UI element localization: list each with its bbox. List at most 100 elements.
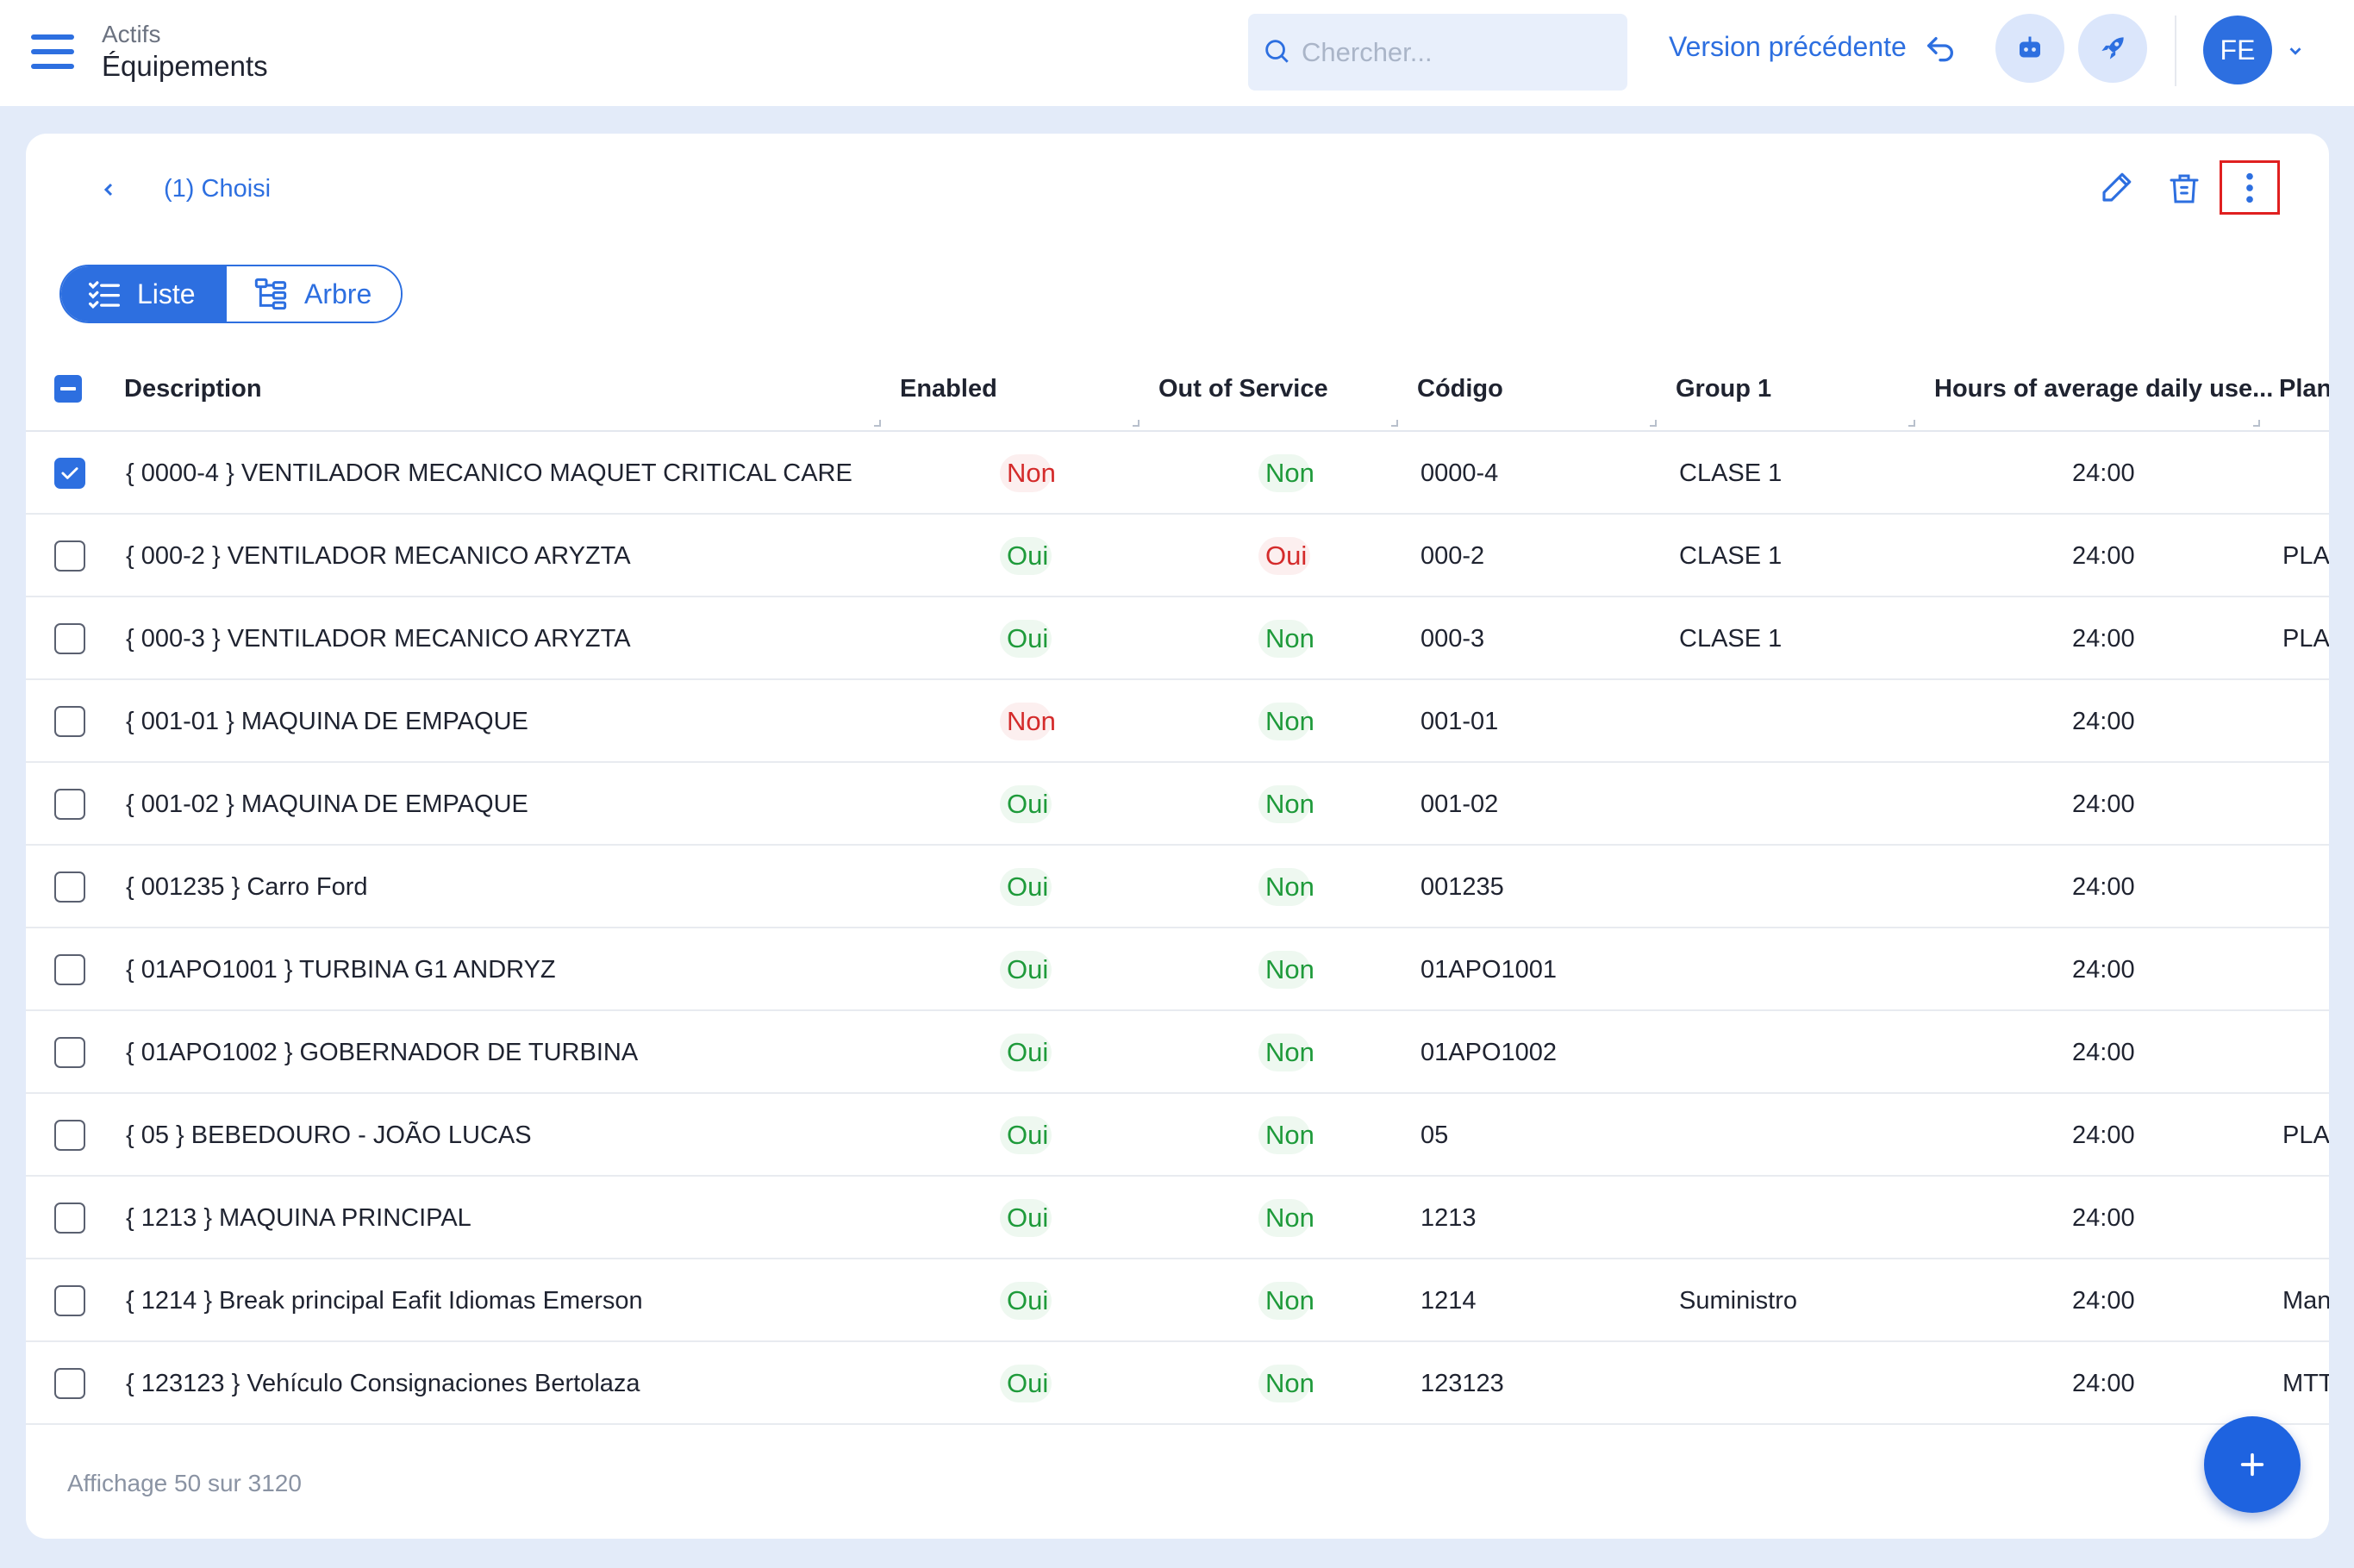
- table-row[interactable]: { 123123 } Vehículo Consignaciones Berto…: [26, 1342, 2329, 1425]
- column-resize-handle[interactable]: [1133, 420, 1140, 427]
- cell-description: { 01APO1001 } TURBINA G1 ANDRYZ: [126, 956, 556, 984]
- cell-codigo: 123123: [1421, 1370, 1504, 1397]
- pencil-icon[interactable]: [2098, 170, 2134, 206]
- table-row[interactable]: { 000-3 } VENTILADOR MECANICO ARYZTA Oui N…: [26, 597, 2329, 680]
- rocket-icon: [2101, 37, 2124, 59]
- status-badge-out-of-service: Non: [1258, 703, 1314, 740]
- equipment-card: (1) Choisi Liste Arbre Description Enabl…: [26, 134, 2329, 1539]
- cell-plan: PLA: [2282, 1121, 2329, 1149]
- col-enabled[interactable]: Enabled: [900, 375, 997, 403]
- table-row[interactable]: { 000-2 } VENTILADOR MECANICO ARYZTA Oui O…: [26, 515, 2329, 597]
- pagination-info: Affichage 50 sur 3120: [67, 1470, 302, 1496]
- cell-hours: 24:00: [2072, 1370, 2135, 1397]
- cell-codigo: 0000-4: [1421, 459, 1499, 487]
- status-badge-out-of-service: Non: [1258, 620, 1314, 658]
- chevron-left-icon[interactable]: [98, 177, 119, 203]
- cell-description: { 001-02 } MAQUINA DE EMPAQUE: [126, 790, 528, 818]
- cell-description: { 000-2 } VENTILADOR MECANICO ARYZTA: [126, 542, 631, 570]
- cell-codigo: 01APO1002: [1421, 1039, 1558, 1066]
- status-badge-enabled: Oui: [1000, 537, 1052, 575]
- col-plan[interactable]: Plan: [2279, 375, 2329, 403]
- col-out-of-service[interactable]: Out of Service: [1158, 375, 1328, 403]
- status-badge-enabled: Non: [1000, 454, 1056, 492]
- row-checkbox[interactable]: [54, 706, 85, 737]
- cell-codigo: 000-2: [1421, 542, 1485, 570]
- page-title: Équipements: [102, 50, 268, 82]
- status-badge-enabled: Oui: [1000, 620, 1052, 658]
- trash-icon[interactable]: [2167, 170, 2201, 208]
- assistant-button[interactable]: [1995, 14, 2064, 83]
- col-codigo[interactable]: Código: [1417, 375, 1503, 403]
- column-resize-handle[interactable]: [1650, 420, 1657, 427]
- select-all-checkbox[interactable]: [54, 375, 82, 403]
- column-resize-handle[interactable]: [1391, 420, 1398, 427]
- table-row[interactable]: { 001-02 } MAQUINA DE EMPAQUE Oui Non 001-0…: [26, 763, 2329, 846]
- table-body: { 0000-4 } VENTILADOR MECANICO MAQUET CR…: [26, 432, 2329, 1425]
- menu-icon[interactable]: [31, 34, 74, 69]
- cell-group-1: CLASE 1: [1679, 459, 1783, 487]
- status-badge-enabled: Oui: [1000, 1034, 1052, 1071]
- cell-description: { 05 } BEBEDOURO - JOÃO LUCAS: [126, 1121, 532, 1149]
- table-row[interactable]: { 1213 } MAQUINA PRINCIPAL Oui Non 1213 24:0…: [26, 1177, 2329, 1259]
- view-toggle: Liste Arbre: [59, 265, 403, 323]
- row-checkbox[interactable]: [54, 458, 85, 489]
- table-row[interactable]: { 01APO1001 } TURBINA G1 ANDRYZ Oui Non 01A…: [26, 928, 2329, 1011]
- status-badge-out-of-service: Non: [1258, 1116, 1314, 1154]
- tree-icon: [254, 278, 287, 310]
- tree-view-tab[interactable]: Arbre: [227, 266, 401, 322]
- cell-hours: 24:00: [2072, 625, 2135, 653]
- status-badge-enabled: Oui: [1000, 868, 1052, 906]
- table-row[interactable]: { 1214 } Break principal Eafit Idiomas E…: [26, 1259, 2329, 1342]
- cell-group-1: CLASE 1: [1679, 542, 1783, 570]
- add-equipment-button[interactable]: [2204, 1416, 2301, 1513]
- cell-hours: 24:00: [2072, 1121, 2135, 1149]
- row-checkbox[interactable]: [54, 954, 85, 985]
- table-row[interactable]: { 001-01 } MAQUINA DE EMPAQUE Non Non 001-0…: [26, 680, 2329, 763]
- tree-view-label: Arbre: [304, 278, 372, 309]
- row-checkbox[interactable]: [54, 540, 85, 572]
- row-checkbox[interactable]: [54, 871, 85, 903]
- row-checkbox[interactable]: [54, 1368, 85, 1399]
- more-options-button[interactable]: [2220, 160, 2280, 215]
- breadcrumb-parent[interactable]: Actifs: [102, 21, 161, 47]
- list-view-tab[interactable]: Liste: [61, 266, 227, 322]
- table-row[interactable]: { 05 } BEBEDOURO - JOÃO LUCAS Oui Non 05 24:…: [26, 1094, 2329, 1177]
- cell-description: { 1213 } MAQUINA PRINCIPAL: [126, 1204, 471, 1232]
- col-group-1[interactable]: Group 1: [1676, 375, 1772, 403]
- status-badge-enabled: Non: [1000, 703, 1056, 740]
- selection-count[interactable]: (1) Choisi: [164, 175, 272, 203]
- table-row[interactable]: { 0000-4 } VENTILADOR MECANICO MAQUET CR…: [26, 432, 2329, 515]
- column-resize-handle[interactable]: [874, 420, 881, 427]
- plus-icon: [2240, 1452, 2264, 1477]
- col-description[interactable]: Description: [124, 375, 262, 403]
- status-badge-enabled: Oui: [1000, 1116, 1052, 1154]
- cell-codigo: 000-3: [1421, 625, 1485, 653]
- search-box[interactable]: [1248, 14, 1627, 91]
- status-badge-out-of-service: Non: [1258, 1282, 1314, 1320]
- column-resize-handle[interactable]: [1908, 420, 1915, 427]
- col-hours[interactable]: Hours of average daily use...: [1934, 375, 2274, 403]
- more-vertical-icon: [2246, 172, 2253, 203]
- row-checkbox[interactable]: [54, 1037, 85, 1068]
- row-checkbox[interactable]: [54, 1285, 85, 1316]
- cell-hours: 24:00: [2072, 790, 2135, 818]
- row-checkbox[interactable]: [54, 1203, 85, 1234]
- cell-hours: 24:00: [2072, 1039, 2135, 1066]
- table-row[interactable]: { 01APO1002 } GOBERNADOR DE TURBINA Oui No…: [26, 1011, 2329, 1094]
- row-checkbox[interactable]: [54, 1120, 85, 1151]
- previous-version-link[interactable]: Version précédente: [1669, 31, 1907, 62]
- search-input[interactable]: [1302, 31, 1612, 74]
- row-checkbox[interactable]: [54, 623, 85, 654]
- cell-plan: MTT: [2282, 1370, 2329, 1397]
- cell-description: { 000-3 } VENTILADOR MECANICO ARYZTA: [126, 625, 631, 653]
- chevron-down-icon[interactable]: [2286, 41, 2305, 60]
- status-badge-out-of-service: Non: [1258, 951, 1314, 989]
- launch-button[interactable]: [2078, 14, 2147, 83]
- status-badge-out-of-service: Non: [1258, 1365, 1314, 1402]
- column-resize-handle[interactable]: [2253, 420, 2260, 427]
- undo-icon[interactable]: [1922, 33, 1958, 67]
- row-checkbox[interactable]: [54, 789, 85, 820]
- table-row[interactable]: { 001235 } Carro Ford Oui Non 001235 24:00: [26, 846, 2329, 928]
- status-badge-out-of-service: Non: [1258, 785, 1314, 823]
- avatar[interactable]: FE: [2203, 16, 2272, 84]
